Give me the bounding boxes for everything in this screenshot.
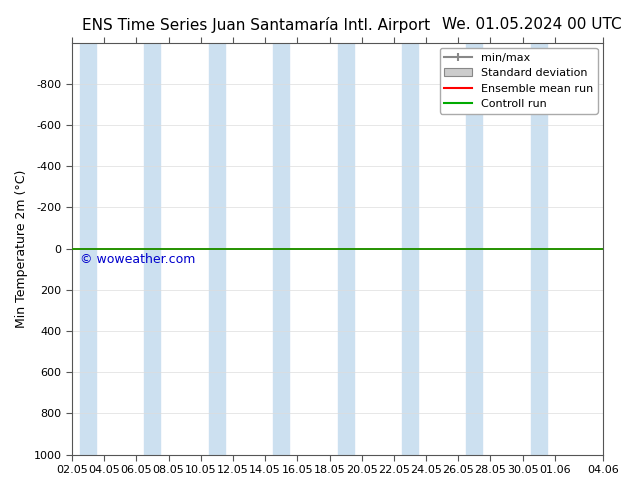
Text: We. 01.05.2024 00 UTC: We. 01.05.2024 00 UTC [442,17,621,32]
Text: ENS Time Series Juan Santamaría Intl. Airport: ENS Time Series Juan Santamaría Intl. Ai… [82,17,430,33]
Bar [531,43,547,455]
Y-axis label: Min Temperature 2m (°C): Min Temperature 2m (°C) [15,170,28,328]
Bar [209,43,225,455]
Bar [273,43,289,455]
Text: © woweather.com: © woweather.com [80,253,195,266]
Bar [145,43,160,455]
Bar [337,43,354,455]
Bar [467,43,482,455]
Legend: min/max, Standard deviation, Ensemble mean run, Controll run: min/max, Standard deviation, Ensemble me… [440,48,598,114]
Bar [402,43,418,455]
Bar [80,43,96,455]
